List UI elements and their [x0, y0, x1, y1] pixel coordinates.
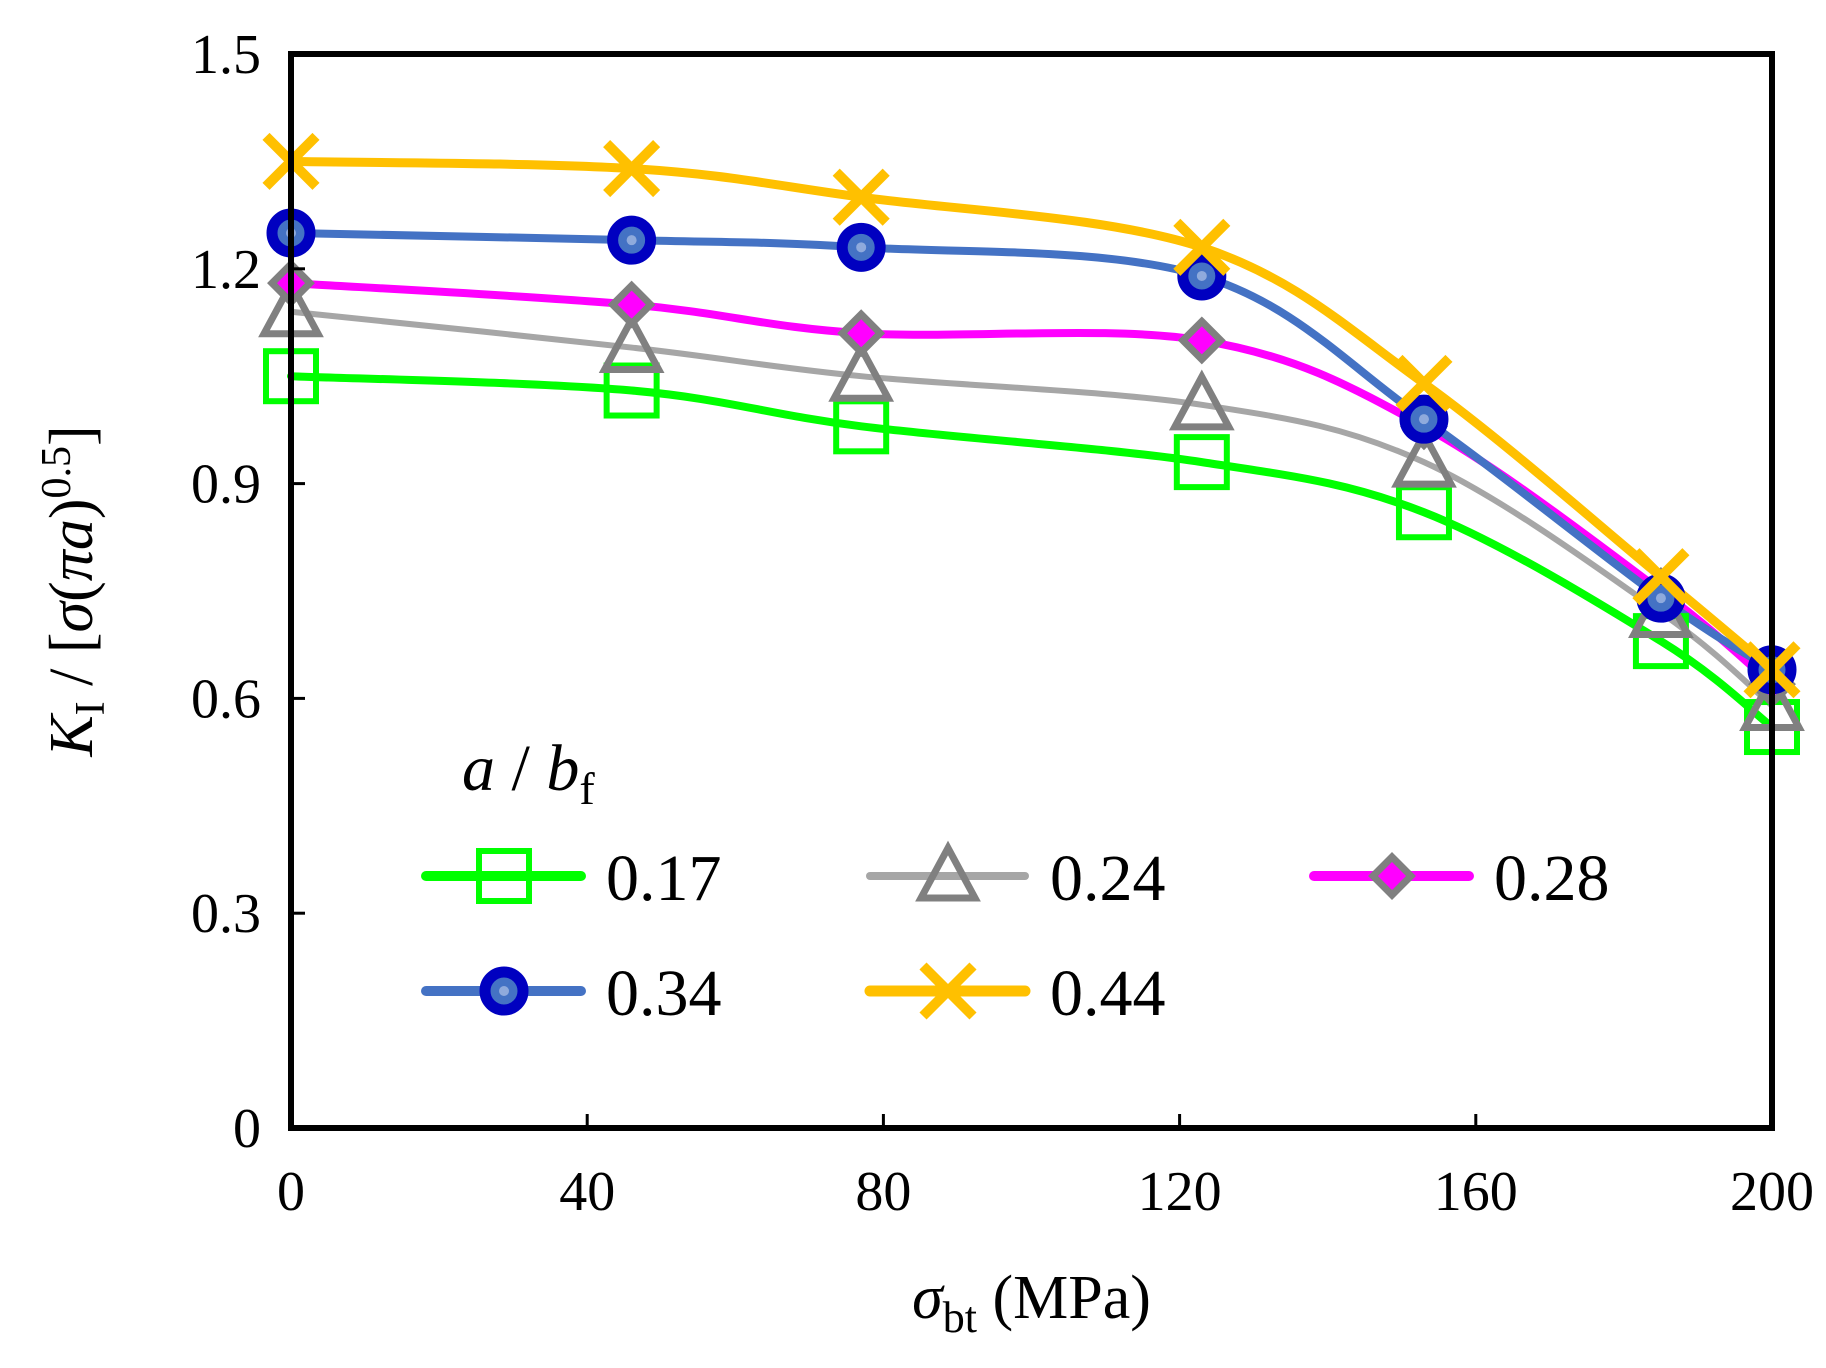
data-point-0.17: [603, 362, 660, 419]
legend-marker: [476, 848, 532, 904]
data-point-0.28: [837, 309, 886, 358]
legend-title-sub: f: [579, 763, 595, 814]
x-axis-title-subscript: bt: [943, 1293, 977, 1342]
legend-label: 0.28: [1494, 842, 1610, 915]
legend-item-0.28: 0.28: [1309, 842, 1610, 915]
y-axis-title-bracket-close: ]: [38, 425, 106, 446]
legend-title-a: a: [462, 732, 495, 805]
x-axis-title-unit: (MPa): [977, 1264, 1151, 1332]
legend-marker: [479, 966, 529, 1016]
y-tick-label: 0: [233, 1098, 261, 1160]
data-point-0.34: [607, 215, 657, 265]
legend-marker: [915, 840, 981, 902]
data-point-0.24: [598, 312, 665, 374]
y-axis-title-paren-close: ): [38, 498, 106, 519]
x-tick-label: 200: [1730, 1161, 1814, 1223]
data-point-0.44: [1173, 218, 1231, 276]
data-point-0.44: [832, 168, 890, 226]
y-tick-label: 1.2: [191, 239, 261, 301]
legend-marker: [1368, 852, 1416, 900]
y-axis-title-k: K: [38, 712, 106, 758]
x-tick-label: 160: [1434, 1161, 1518, 1223]
legend-item-0.34: 0.34: [421, 957, 722, 1030]
x-axis-title-symbol: σ: [912, 1264, 945, 1332]
series-line-0.17: [287, 372, 1776, 732]
y-tick-label: 0.3: [191, 883, 261, 945]
legend-title: a / bf: [462, 732, 595, 814]
legend-title-sep: /: [495, 732, 546, 805]
legend-title-b: b: [546, 732, 579, 805]
x-tick-label: 40: [559, 1161, 615, 1223]
data-point-0.34: [836, 222, 886, 272]
legend-item-0.24: 0.24: [866, 840, 1166, 915]
data-point-0.44: [1632, 548, 1690, 606]
y-axis-title-paren-open: (: [38, 581, 106, 602]
legend-label: 0.17: [606, 842, 722, 915]
legend-marker: [919, 962, 977, 1020]
y-axis-title-k-sub: I: [68, 701, 114, 715]
data-point-0.34: [1177, 251, 1227, 301]
y-tick-label: 0.6: [191, 668, 261, 730]
data-point-0.44: [603, 140, 661, 198]
legend-label: 0.24: [1050, 842, 1166, 915]
data-point-0.24: [828, 340, 895, 402]
plot-frame: [288, 51, 1775, 1131]
data-point-0.24: [1391, 426, 1457, 488]
data-point-0.28: [607, 280, 656, 329]
data-point-0.24: [1168, 369, 1235, 431]
y-axis-title-exponent: 0.5: [34, 446, 80, 499]
y-axis-title: KI / [σ(πa)0.5]: [34, 425, 114, 757]
series-line-0.44: [286, 156, 1777, 675]
x-axis-title: σbt (MPa): [912, 1264, 1151, 1342]
legend-label: 0.44: [1050, 957, 1166, 1030]
data-point-0.28: [1177, 316, 1226, 365]
legend-item-0.17: 0.17: [421, 842, 722, 915]
legend-label: 0.34: [606, 957, 722, 1030]
legend-item-0.44: 0.44: [864, 957, 1166, 1030]
x-tick-label: 120: [1138, 1161, 1222, 1223]
plot-layer: [258, 132, 1805, 756]
legend: a / bf0.17 0.24 0.28 0.34 0.44: [421, 732, 1610, 1030]
data-point-0.34: [1399, 394, 1449, 444]
y-axis-title-slash: / [: [38, 632, 106, 701]
y-axis-title-sigma: σ: [38, 599, 106, 632]
x-tick-label: 80: [855, 1161, 911, 1223]
x-tick-label: 0: [277, 1161, 305, 1223]
series-line-0.24: [288, 308, 1775, 709]
y-tick-label: 0.9: [191, 454, 261, 516]
y-axis-title-pi-a: πa: [38, 519, 106, 581]
y-tick-label: 1.5: [191, 24, 261, 86]
data-point-0.44: [1395, 354, 1453, 412]
data-point-0.17: [1173, 434, 1230, 491]
